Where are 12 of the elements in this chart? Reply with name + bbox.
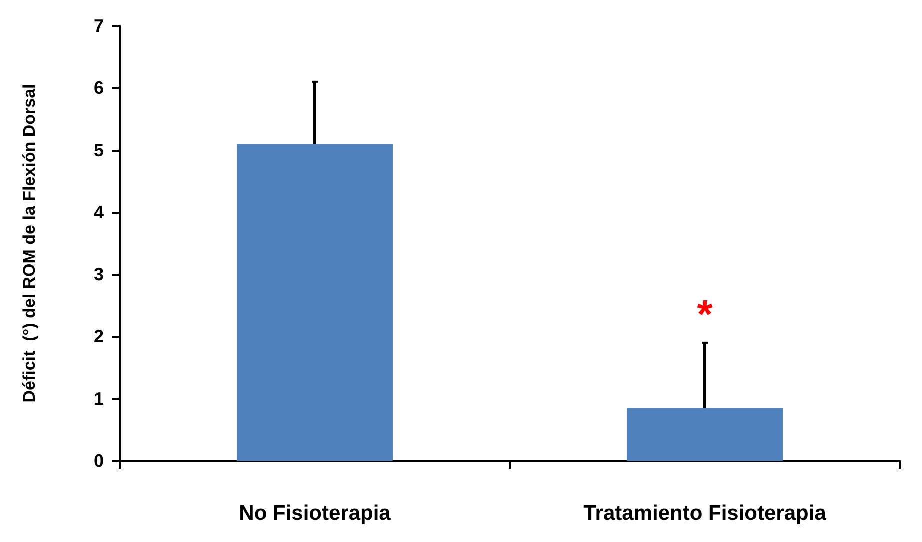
y-tick-label: 2 xyxy=(94,326,104,347)
y-axis-title: Déficit (°) del ROM de la Flexión Dorsal xyxy=(20,84,39,403)
y-tick-label: 6 xyxy=(94,78,104,98)
x-tick-label: No Fisioterapia xyxy=(239,502,392,525)
y-tick-label: 1 xyxy=(94,388,104,409)
y-tick-label: 3 xyxy=(94,264,104,285)
y-tick-label: 0 xyxy=(94,451,104,471)
y-tick-label: 7 xyxy=(94,16,104,36)
y-tick-label: 4 xyxy=(94,202,104,222)
x-tick-label: Tratamiento Fisioterapia xyxy=(584,502,827,525)
y-tick-label: 5 xyxy=(94,140,104,160)
annotation: * xyxy=(697,292,714,337)
